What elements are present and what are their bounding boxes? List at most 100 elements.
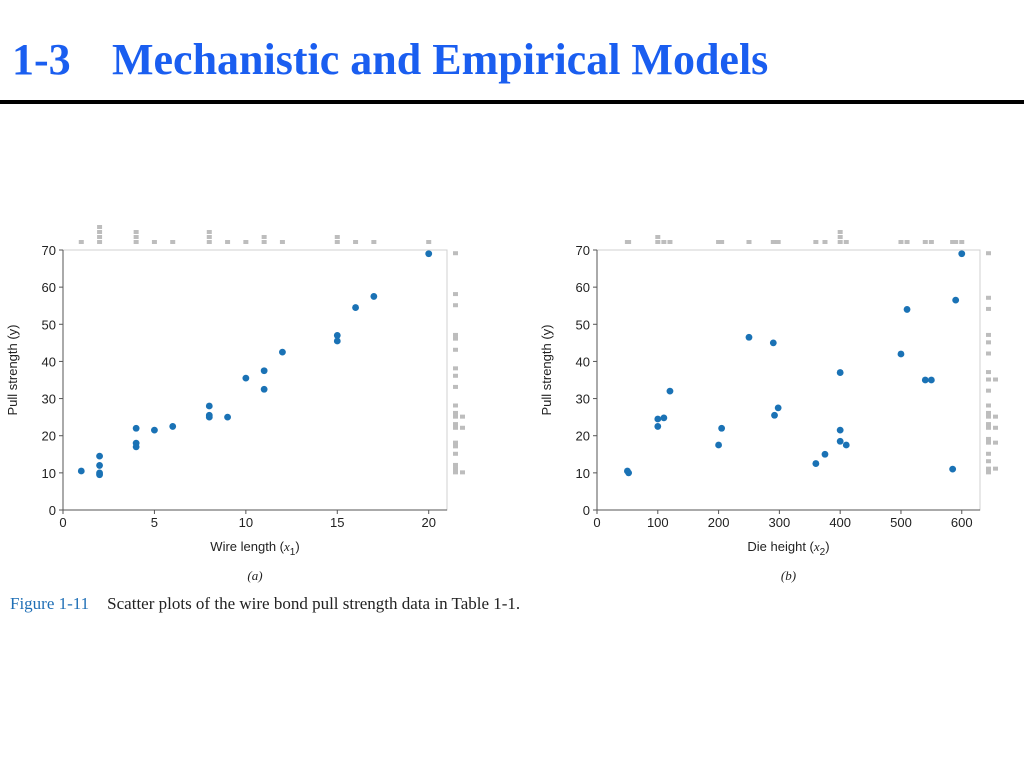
- x-marginal-dot-b: [928, 240, 934, 244]
- y-marginal-dot-b: [993, 466, 998, 471]
- data-point-a: [77, 467, 85, 475]
- x-marginal-dot-a: [334, 240, 340, 244]
- title-divider: [0, 100, 1024, 104]
- y-marginal-dot-a: [460, 470, 465, 475]
- x-marginal-dot-b: [904, 240, 910, 244]
- slide-title: 1-3 Mechanistic and Empirical Models: [12, 38, 768, 82]
- x-marginal-dot-b: [667, 240, 673, 244]
- x-tick-label-a: 5: [151, 515, 158, 530]
- y-marginal-dot-b: [986, 332, 991, 337]
- x-marginal-dot-b: [716, 240, 722, 244]
- data-point-b: [745, 333, 753, 341]
- x-marginal-dot-b: [843, 240, 849, 244]
- y-tick-label-b: 20: [576, 429, 590, 444]
- x-marginal-dot-b: [772, 240, 778, 244]
- x-marginal-dot-a: [371, 240, 377, 244]
- y-marginal-dot-a: [453, 414, 458, 419]
- figure-label: Figure 1-11: [10, 594, 90, 613]
- data-point-b: [812, 460, 820, 467]
- x-marginal-dot-b: [950, 240, 956, 244]
- data-point-b: [921, 376, 929, 384]
- data-point-a: [260, 385, 268, 393]
- x-marginal-dot-b: [626, 240, 632, 244]
- data-point-b: [836, 437, 844, 445]
- data-point-b: [654, 423, 662, 430]
- data-point-b: [654, 415, 662, 423]
- section-number: 1-3: [12, 35, 71, 84]
- y-marginal-dot-a: [453, 332, 458, 337]
- data-point-b: [958, 250, 966, 258]
- x-marginal-dot-b: [959, 240, 965, 244]
- data-point-a: [205, 413, 213, 421]
- x-tick-label-b: 300: [769, 515, 791, 530]
- y-tick-label-b: 10: [576, 466, 590, 481]
- x-tick-label-a: 20: [421, 515, 435, 530]
- data-point-a: [370, 293, 378, 300]
- y-marginal-dot-a: [453, 440, 458, 445]
- x-marginal-dot-a: [97, 235, 103, 239]
- y-tick-label-b: 70: [576, 243, 590, 258]
- y-tick-label-a: 50: [42, 317, 56, 332]
- data-point-a: [242, 374, 250, 382]
- data-point-a: [132, 443, 140, 451]
- x-tick-label-a: 10: [239, 515, 253, 530]
- x-marginal-dot-a: [78, 240, 84, 244]
- y-marginal-dot-b: [986, 295, 991, 300]
- x-tick-label-b: 100: [647, 515, 669, 530]
- data-point-a: [224, 413, 231, 421]
- y-marginal-dot-a: [453, 410, 458, 415]
- data-point-a: [96, 462, 103, 469]
- plot-frame-a: [62, 249, 448, 511]
- y-marginal-dot-b: [986, 440, 991, 445]
- y-marginal-dot-b: [986, 436, 991, 441]
- y-marginal-dot-a: [453, 303, 458, 308]
- x-marginal-dot-a: [133, 230, 139, 234]
- data-point-a: [333, 337, 341, 345]
- x-axis-label-b: Die height (x2): [747, 539, 829, 558]
- data-point-b: [903, 306, 911, 313]
- y-marginal-dot-a: [453, 347, 458, 352]
- data-point-b: [842, 441, 850, 449]
- y-tick-label-a: 70: [42, 243, 56, 258]
- y-tick-label-b: 0: [583, 503, 590, 518]
- y-marginal-dot-a: [460, 414, 465, 419]
- y-marginal-dot-b: [986, 370, 991, 375]
- data-point-a: [96, 471, 103, 479]
- y-marginal-dot-b: [986, 340, 991, 345]
- y-marginal-dot-a: [453, 451, 458, 456]
- y-marginal-dot-b: [986, 470, 991, 475]
- x-marginal-dot-b: [837, 235, 843, 239]
- x-marginal-dot-b: [813, 240, 819, 244]
- x-tick-label-a: 15: [330, 515, 344, 530]
- y-tick-label-a: 40: [42, 354, 56, 369]
- panel-label-b: (b): [781, 568, 796, 583]
- y-marginal-dot-b: [993, 377, 998, 382]
- x-marginal-dot-a: [243, 240, 249, 244]
- x-marginal-dot-a: [261, 235, 267, 239]
- data-point-b: [927, 376, 935, 384]
- x-marginal-dot-a: [206, 230, 212, 234]
- y-axis-label-a: Pull strength (y): [5, 324, 20, 415]
- y-marginal-dot-b: [986, 410, 991, 415]
- y-marginal-dot-b: [986, 414, 991, 419]
- y-tick-label-b: 50: [576, 317, 590, 332]
- x-marginal-dot-b: [775, 240, 781, 244]
- data-point-a: [333, 332, 341, 339]
- y-marginal-dot-b: [993, 414, 998, 419]
- data-point-b: [666, 387, 674, 395]
- x-marginal-dot-b: [661, 240, 667, 244]
- x-marginal-dot-a: [133, 240, 139, 244]
- y-marginal-dot-a: [453, 373, 458, 378]
- y-tick-label-b: 40: [576, 354, 590, 369]
- data-point-b: [774, 404, 782, 412]
- data-point-b: [949, 465, 957, 473]
- data-point-a: [132, 424, 140, 432]
- data-point-a: [151, 426, 158, 434]
- x-marginal-dot-b: [655, 240, 661, 244]
- data-point-b: [836, 426, 844, 434]
- data-point-b: [771, 411, 778, 419]
- data-point-b: [660, 414, 668, 422]
- x-marginal-dot-b: [837, 240, 843, 244]
- y-marginal-dot-a: [453, 444, 458, 449]
